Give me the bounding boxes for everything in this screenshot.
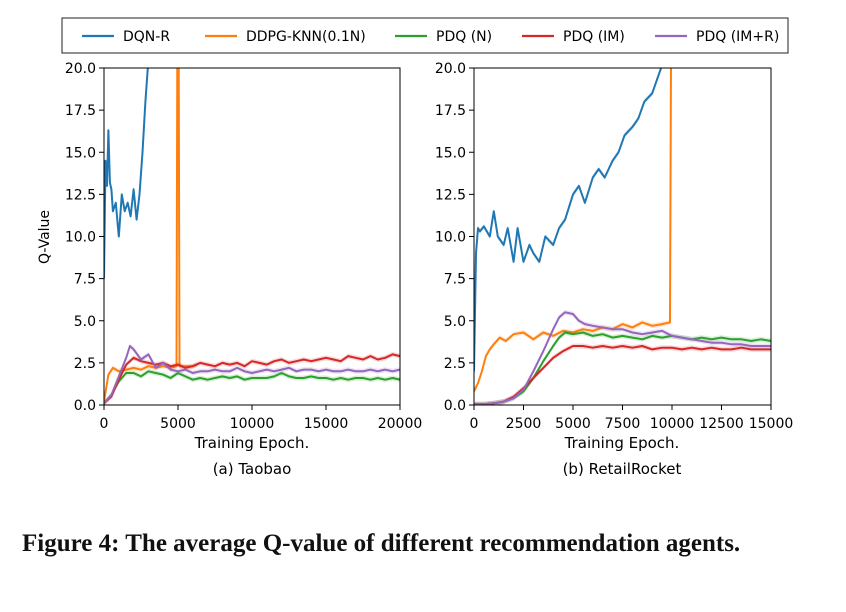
ylabel-taobao: Q-Value — [37, 210, 53, 264]
subcaption-retailrocket: (b) RetailRocket — [563, 460, 682, 478]
series-band-4 — [104, 343, 400, 405]
xtick-label: 5000 — [555, 416, 591, 432]
ytick-label: 7.5 — [74, 272, 96, 288]
xtick-label: 10000 — [230, 416, 275, 432]
series-line-2 — [104, 370, 400, 404]
ytick-label: 2.5 — [444, 356, 466, 372]
legend-label-0: DQN-R — [123, 29, 170, 45]
ytick-label: 2.5 — [74, 356, 96, 372]
ytick-label: 20.0 — [435, 61, 466, 77]
ytick-label: 5.0 — [444, 314, 466, 330]
ytick-label: 20.0 — [65, 61, 96, 77]
figure-caption: Figure 4: The average Q-value of differe… — [22, 530, 741, 557]
ytick-label: 5.0 — [74, 314, 96, 330]
ytick-label: 12.5 — [65, 187, 96, 203]
series-line-1 — [474, 68, 672, 392]
figure: DQN-R DDPG-KNN(0.1N) PDQ (N) PDQ (IM) PDQ (I… — [37, 17, 794, 478]
ytick-label: 17.5 — [435, 103, 466, 119]
ytick-label: 7.5 — [444, 272, 466, 288]
subcaption-taobao: (a) Taobao — [213, 460, 292, 478]
series-line-0 — [474, 68, 663, 372]
series-line-0 — [104, 68, 149, 279]
xtick-label: 2500 — [506, 416, 542, 432]
xtick-label: 0 — [470, 416, 479, 432]
ytick-label: 17.5 — [65, 103, 96, 119]
subplot-taobao: 0.0 2.5 5.0 7.5 10.0 12.5 15.0 17.5 20.0 0 5000 100… — [37, 61, 423, 478]
legend-label-4: PDQ (IM+R) — [696, 29, 779, 45]
xtick-label: 7500 — [605, 416, 641, 432]
ytick-label: 0.0 — [74, 398, 96, 414]
series-band-3 — [474, 343, 771, 405]
subplot-retailrocket: 0.0 2.5 5.0 7.5 10.0 12.5 15.0 17.5 20.0 0 2500 500… — [435, 61, 794, 478]
ytick-label: 10.0 — [435, 230, 466, 246]
xtick-label: 15000 — [304, 416, 349, 432]
series-band-1 — [104, 68, 198, 405]
ytick-label: 12.5 — [435, 187, 466, 203]
series-line-4 — [474, 311, 771, 405]
xlabel-taobao: Training Epoch. — [194, 434, 310, 452]
ytick-label: 15.0 — [435, 145, 466, 161]
ytick-label: 10.0 — [65, 230, 96, 246]
xtick-label: 10000 — [650, 416, 695, 432]
series-line-4 — [104, 345, 400, 404]
xtick-label: 20000 — [378, 416, 423, 432]
series-band-2 — [474, 330, 771, 405]
ytick-label: 15.0 — [65, 145, 96, 161]
series-line-2 — [474, 331, 771, 405]
xtick-label: 15000 — [749, 416, 794, 432]
xtick-label: 5000 — [160, 416, 196, 432]
xtick-label: 0 — [100, 416, 109, 432]
legend: DQN-R DDPG-KNN(0.1N) PDQ (N) PDQ (IM) PDQ (I… — [61, 17, 789, 54]
legend-label-3: PDQ (IM) — [563, 29, 625, 45]
xtick-label: 12500 — [699, 416, 744, 432]
legend-label-1: DDPG-KNN(0.1N) — [246, 29, 366, 45]
legend-label-2: PDQ (N) — [436, 29, 492, 45]
ytick-label: 0.0 — [444, 398, 466, 414]
xlabel-retailrocket: Training Epoch. — [564, 434, 680, 452]
